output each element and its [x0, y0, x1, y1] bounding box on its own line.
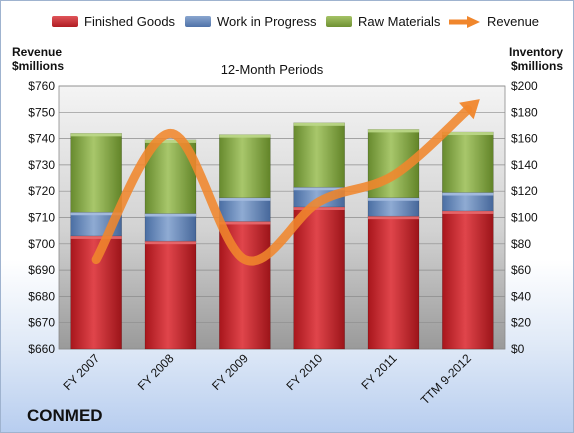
right-tick-label: $160: [511, 132, 538, 146]
bar-finished-goods-top: [442, 210, 494, 214]
left-tick-label: $740: [28, 132, 55, 146]
legend: Finished Goods Work in Progress Raw Mate…: [0, 12, 574, 36]
bar-work-in-progress-top: [368, 197, 419, 201]
legend-label-finished-goods: Finished Goods: [84, 14, 176, 29]
bar-raw-materials: [293, 122, 345, 188]
right-tick-label: $140: [511, 158, 538, 172]
left-axis-title-line1: Revenue: [12, 45, 63, 59]
bar-work-in-progress-top: [219, 197, 271, 201]
bar-finished-goods-top: [293, 206, 345, 210]
plot-title: 12-Month Periods: [220, 62, 324, 77]
left-tick-label: $730: [28, 158, 55, 172]
revenue-line-path: [91, 105, 473, 266]
bar-work-in-progress-top: [145, 213, 196, 217]
bar-work-in-progress-top: [293, 187, 345, 191]
left-tick-label: $710: [28, 211, 55, 225]
bar-raw-materials-top: [442, 132, 494, 136]
bar-raw-materials-top: [70, 133, 122, 137]
legend-label-revenue: Revenue: [487, 14, 540, 29]
bar-raw-materials-top: [145, 139, 196, 143]
legend-label-raw-materials: Raw Materials: [358, 14, 441, 29]
legend-raw-materials: Raw Materials: [326, 14, 440, 29]
bar-finished-goods: [442, 210, 494, 350]
legend-label-work-in-progress: Work in Progress: [217, 14, 317, 29]
right-tick-label: $180: [511, 105, 538, 119]
right-axis-title-line1: Inventory: [508, 45, 563, 59]
left-tick-label: $680: [28, 289, 55, 303]
right-tick-label: $200: [511, 79, 538, 93]
left-tick-label: $760: [28, 79, 55, 93]
right-tick-label: $80: [511, 237, 531, 251]
bar-raw-materials-top: [368, 129, 419, 133]
legend-swatch-raw-materials: [326, 16, 352, 27]
right-tick-label: $20: [511, 316, 531, 330]
left-tick-label: $720: [28, 184, 55, 198]
bar-finished-goods-top: [219, 221, 271, 225]
bar-finished-goods: [70, 235, 122, 350]
bar-work-in-progress: [144, 213, 197, 242]
legend-work-in-progress: Work in Progress: [185, 14, 316, 29]
right-tick-label: $40: [511, 289, 531, 303]
x-axis-ticks: FY 2007 FY 2008 FY 2009 FY 2010 FY 2011 TTM 9…: [60, 351, 474, 407]
bar-finished-goods-top: [368, 216, 419, 220]
right-axis-title: Inventory $millions: [508, 45, 563, 73]
left-tick-label: $690: [28, 263, 55, 277]
left-tick-label: $750: [28, 105, 55, 119]
legend-swatch-revenue: [449, 15, 480, 28]
bar-raw-materials: [70, 133, 122, 213]
bar-work-in-progress-top: [70, 212, 122, 216]
legend-swatch-work-in-progress: [185, 16, 211, 27]
left-axis-ticks: $660 $670 $680 $690 $700 $710 $720 $730 $740 $750…: [28, 79, 55, 356]
bar-work-in-progress-top: [442, 192, 494, 196]
bar-finished-goods: [144, 240, 197, 350]
company-name: CONMED: [27, 406, 103, 425]
right-tick-label: $100: [511, 211, 538, 225]
left-tick-label: $670: [28, 316, 55, 330]
legend-swatch-finished-goods: [52, 16, 78, 27]
grid-lines: [59, 85, 505, 350]
left-tick-label: $700: [28, 237, 55, 251]
revenue-arrowhead: [459, 99, 480, 120]
bar-raw-materials-top: [293, 122, 345, 126]
bar-finished-goods: [367, 215, 420, 350]
x-tick-label: FY 2010: [283, 351, 325, 393]
legend-finished-goods: Finished Goods: [52, 14, 175, 29]
bar-finished-goods-top: [70, 235, 122, 239]
legend-revenue: Revenue: [447, 14, 539, 29]
left-tick-label: $660: [28, 342, 55, 356]
bar-raw-materials: [442, 131, 494, 193]
x-tick-label: TTM 9-2012: [418, 351, 474, 407]
bar-finished-goods-top: [145, 241, 196, 245]
right-tick-label: $120: [511, 184, 538, 198]
bar-work-in-progress: [219, 197, 271, 222]
right-axis-title-line2: $millions: [510, 59, 563, 73]
right-axis-ticks: $0 $20 $40 $60 $80 $100 $120 $140 $160 $180 $200: [511, 79, 538, 356]
bar-finished-goods: [293, 206, 345, 350]
x-tick-label: FY 2009: [209, 351, 251, 393]
right-tick-label: $60: [511, 263, 531, 277]
bars: [70, 122, 494, 350]
bar-raw-materials: [219, 134, 271, 199]
x-tick-label: FY 2011: [358, 351, 399, 392]
x-tick-label: FY 2008: [135, 351, 177, 393]
x-tick-label: FY 2007: [60, 351, 102, 393]
left-axis-title: Revenue $millions: [12, 45, 64, 73]
left-axis-title-line2: $millions: [12, 59, 65, 73]
bar-raw-materials-top: [219, 134, 271, 138]
right-tick-label: $0: [511, 342, 525, 356]
revenue-line: [91, 99, 480, 266]
